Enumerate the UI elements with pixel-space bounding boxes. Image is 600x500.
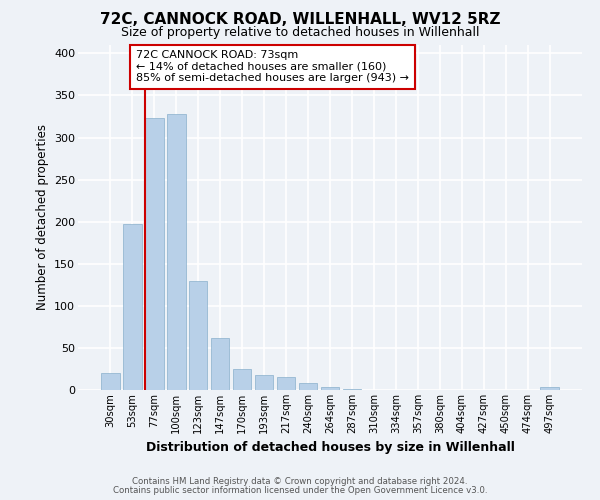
Text: 72C, CANNOCK ROAD, WILLENHALL, WV12 5RZ: 72C, CANNOCK ROAD, WILLENHALL, WV12 5RZ: [100, 12, 500, 28]
Bar: [123, 224, 142, 390]
Bar: [343, 389, 361, 390]
Bar: [167, 114, 185, 390]
Text: Contains HM Land Registry data © Crown copyright and database right 2024.: Contains HM Land Registry data © Crown c…: [132, 477, 468, 486]
Text: 72C CANNOCK ROAD: 73sqm
← 14% of detached houses are smaller (160)
85% of semi-d: 72C CANNOCK ROAD: 73sqm ← 14% of detache…: [136, 50, 409, 84]
Bar: [145, 118, 164, 390]
Y-axis label: Number of detached properties: Number of detached properties: [35, 124, 49, 310]
Bar: [320, 386, 340, 390]
Text: Size of property relative to detached houses in Willenhall: Size of property relative to detached ho…: [121, 26, 479, 39]
X-axis label: Distribution of detached houses by size in Willenhall: Distribution of detached houses by size …: [146, 442, 514, 454]
Bar: [233, 369, 251, 390]
Bar: [277, 378, 295, 390]
Bar: [189, 280, 208, 390]
Bar: [101, 373, 119, 390]
Bar: [211, 338, 229, 390]
Text: Contains public sector information licensed under the Open Government Licence v3: Contains public sector information licen…: [113, 486, 487, 495]
Bar: [541, 386, 559, 390]
Bar: [255, 375, 274, 390]
Bar: [299, 384, 317, 390]
